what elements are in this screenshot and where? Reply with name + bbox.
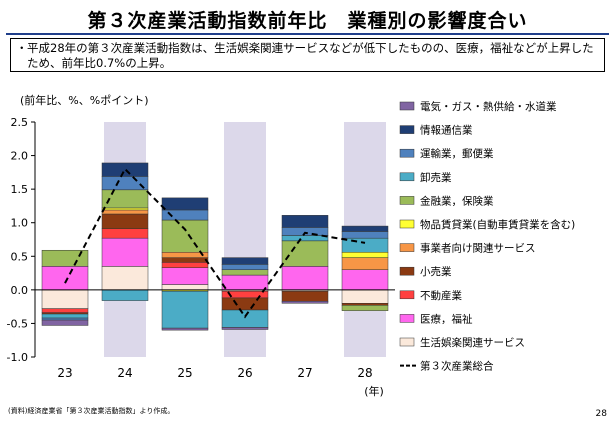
legend-label: 不動産業 [420,289,462,302]
legend-label: 生活娯楽関連サービス [420,336,525,349]
y-axis-label: (前年比、%、%ポイント) [20,93,149,107]
legend-swatch [399,290,415,300]
legend-label: 小売業 [420,265,452,278]
bar-segment-24-2 [101,228,149,239]
bar-segment-24-4 [101,209,149,215]
y-tick-label: 2.5 [11,116,29,129]
bar-segment-27-6 [281,240,329,267]
bar-segment-26-1 [221,274,269,291]
bar-segment-25-1 [161,267,209,285]
bar-segment-25-3 [161,257,209,263]
x-tick-label-26: 26 [237,366,252,380]
x-tick-label-28: 28 [357,366,372,380]
source-note: (資料)経済産業省「第３次産業活動指数」より作成。 [8,407,175,415]
bar-segment-27-10 [281,301,329,304]
legend-swatch [399,219,415,229]
bar-segment-28-4 [341,257,389,270]
bar-segment-27-3 [281,290,329,302]
page-title: 第３次産業活動指数前年比 業種別の影響度合い [87,10,528,32]
y-tick-label: 0.0 [11,284,29,297]
bar-segment-27-9 [281,215,329,228]
y-tick-label: 0.5 [11,250,29,263]
legend-label: 情報通信業 [420,124,473,137]
x-tick-label-25: 25 [177,366,192,380]
bar-segment-24-1 [101,237,149,267]
y-tick-label: 1.0 [11,217,29,230]
title-underline [6,33,609,35]
legend-label: 物品賃貸業(自動車賃貸業を含む) [420,218,575,231]
bar-segment-27-7 [281,235,329,242]
legend-swatch [399,243,415,252]
legend-swatch [399,337,415,347]
bar-segment-23-8 [41,317,89,321]
bar-segment-28-0 [341,289,389,304]
y-tick-label: 2.0 [11,150,29,163]
summary-text: 平成28年の第３次産業活動指数は、生活娯楽関連サービスなどが低下したものの、医療… [27,41,594,70]
bar-segment-25-6 [161,219,209,253]
x-tick-label-23: 23 [57,366,72,380]
bar-segment-24-8 [101,176,149,191]
bar-segment-23-0 [41,289,89,309]
legend-label: 第３次産業総合 [420,360,494,373]
bar-segment-25-2 [161,262,209,268]
bar-segment-23-1 [41,266,89,291]
bar-segment-24-9 [101,162,149,177]
bar-segment-27-1 [281,266,329,291]
bar-segment-28-8 [341,231,389,239]
bar-segment-25-7 [161,290,209,329]
summary-bullet: ・ [16,41,28,55]
bar-segment-26-10 [221,327,269,330]
bar-segment-28-1 [341,269,389,291]
legend-label: 医療，福祉 [420,312,473,325]
bar-segment-23-7 [41,313,89,319]
y-tick-label: -0.5 [7,317,28,330]
bar-segment-24-7 [101,289,149,301]
legend-swatch [399,101,415,111]
bar-segment-26-8 [221,264,269,270]
bar-segment-28-7 [341,237,389,253]
bar-segment-24-0 [101,266,149,291]
bar-segment-26-7 [221,309,269,328]
bar-segment-25-0 [161,284,209,291]
bar-segment-26-6 [221,269,269,276]
legend-swatch [399,172,415,182]
bar-segment-23-10 [41,319,89,326]
y-tick-label: -1.0 [7,351,28,364]
x-axis-label: (年) [364,384,384,398]
summary-box: ・ 平成28年の第３次産業活動指数は、生活娯楽関連サービスなどが低下したものの、… [10,38,605,72]
legend-label: 卸売業 [420,171,452,184]
x-tick-label-27: 27 [297,366,312,380]
bar-segment-28-9 [341,225,389,232]
total-line [64,167,366,319]
legend-label: 事業者向け関連サービス [420,242,536,255]
x-tick-label-24: 24 [117,366,132,380]
bar-segment-23-2 [41,308,89,313]
legend-swatch [399,196,415,205]
y-tick-label: 1.5 [11,183,29,196]
bar-segment-28-3 [341,303,389,306]
bar-segment-25-10 [161,327,209,331]
bar-segment-26-3 [221,297,269,311]
legend-swatch [399,148,415,158]
bar-segment-28-6 [341,305,389,311]
bar-segment-25-9 [161,197,209,211]
bar-segment-26-9 [221,257,269,265]
legend-swatch [399,314,415,323]
bar-segment-24-5 [101,207,149,211]
legend-label: 金融業，保険業 [420,194,494,207]
bar-segment-28-5 [341,252,389,258]
legend-label: 電気・ガス・熱供給・水道業 [420,100,557,113]
legend-swatch [399,266,415,276]
bar-segment-24-3 [101,213,149,230]
legend-swatch [399,125,415,134]
bar-segment-25-8 [161,209,209,221]
page-number: 28 [595,409,607,419]
legend-label: 運輸業，郵便業 [420,147,494,160]
